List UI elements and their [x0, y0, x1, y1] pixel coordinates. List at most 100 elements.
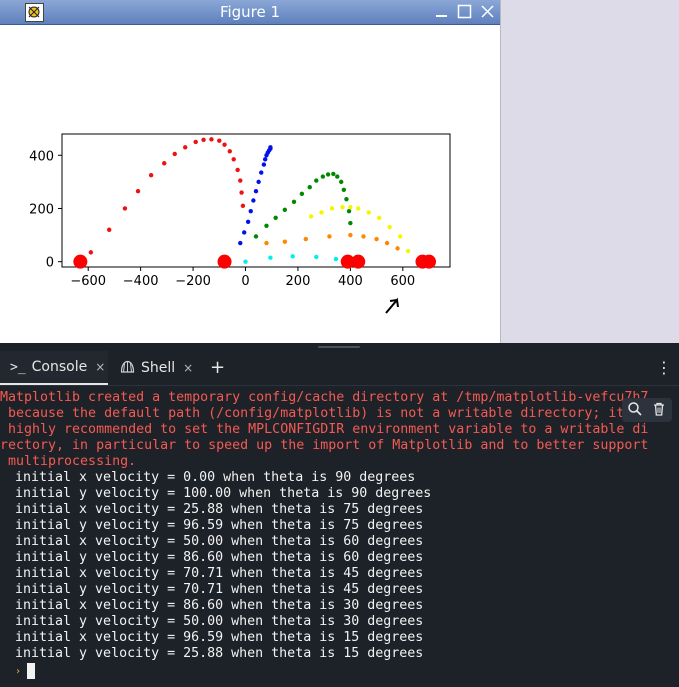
data-point [273, 215, 278, 220]
data-point [253, 188, 259, 194]
tab-shell[interactable]: Shell × [120, 351, 215, 385]
shell-icon [120, 360, 135, 377]
data-point [387, 224, 392, 230]
data-point [291, 199, 297, 205]
panel-splitter[interactable] [0, 343, 679, 351]
data-point [308, 214, 314, 219]
maximize-button[interactable] [456, 3, 473, 20]
data-point [256, 179, 261, 185]
data-point [227, 149, 232, 154]
data-point [340, 204, 345, 210]
console-output-line: initial x velocity = 70.71 when theta is… [15, 566, 424, 581]
console-error-line: because the default path (/config/matplo… [0, 406, 649, 421]
data-point [335, 174, 340, 179]
chart: −600 −400 −200 0 200 400 600 0 200 400 [29, 133, 451, 314]
data-point [201, 137, 206, 143]
terminal-icon: >_ [10, 359, 26, 375]
data-point [193, 139, 198, 145]
console-output-line: initial y velocity = 100.00 when theta i… [15, 486, 432, 501]
data-point [264, 240, 269, 246]
data-point [148, 173, 154, 178]
data-point [251, 198, 256, 203]
console-output-line: initial y velocity = 86.60 when theta is… [15, 550, 424, 565]
add-tab-icon[interactable]: + [210, 357, 226, 378]
impact-marker [340, 254, 355, 269]
data-point [319, 210, 324, 215]
tab-menu-icon[interactable]: ⋮ [656, 358, 672, 377]
app-icon [25, 3, 44, 22]
impact-marker [73, 254, 88, 269]
console-tools [622, 398, 672, 422]
y-tick-label: 400 [29, 149, 54, 164]
data-point [348, 220, 353, 226]
console-prompt[interactable]: › [15, 663, 36, 679]
close-console-tab-icon[interactable]: × [95, 360, 106, 374]
data-point [259, 170, 264, 175]
console-output-line: initial y velocity = 70.71 when theta is… [15, 582, 424, 597]
data-point [172, 151, 177, 157]
x-tick-label: −600 [70, 274, 106, 289]
console-output-line: initial y velocity = 25.88 when theta is… [15, 646, 424, 661]
console-error-line: multiprocessing. [0, 454, 137, 469]
data-point [314, 178, 319, 183]
data-point [395, 246, 400, 251]
console-panel[interactable]: Matplotlib created a temporary config/ca… [0, 386, 679, 687]
minimize-button[interactable] [433, 3, 450, 20]
data-point [240, 203, 246, 209]
impact-marker [217, 254, 232, 269]
y-tick-label: 200 [29, 202, 54, 217]
close-shell-tab-icon[interactable]: × [183, 361, 194, 375]
data-point [348, 204, 353, 210]
data-point [88, 250, 94, 255]
console-output-line: initial x velocity = 86.60 when theta is… [15, 598, 424, 613]
figure-title: Figure 1 [219, 3, 281, 21]
x-tick-label: 400 [338, 274, 363, 289]
console-error-line: rectory, in particular to speed up the i… [0, 438, 649, 453]
console-output: Matplotlib created a temporary config/ca… [0, 390, 679, 662]
figure-window: Figure 1 −600 −400 −200 0 200 400 600 0 200 400 [0, 0, 500, 343]
x-tick-label: −400 [123, 274, 159, 289]
side-panel [500, 0, 679, 343]
splitter-grip[interactable] [318, 346, 360, 348]
data-point [341, 187, 347, 193]
data-point [331, 171, 336, 177]
data-point [299, 191, 305, 197]
data-point [235, 167, 240, 173]
figure-titlebar[interactable]: Figure 1 [0, 0, 500, 25]
data-point [261, 162, 267, 167]
data-point [106, 227, 112, 232]
data-point [314, 254, 319, 260]
tab-console-label: Console [31, 359, 88, 375]
data-point [264, 223, 269, 228]
search-icon[interactable] [627, 401, 643, 421]
plot-area [61, 133, 451, 268]
data-point [183, 145, 188, 150]
data-point [282, 207, 288, 213]
tab-bar: >_ Console × Shell × + ⋮ [0, 351, 679, 386]
x-tick-label: 600 [390, 274, 415, 289]
data-point [397, 234, 403, 239]
data-point [303, 236, 309, 242]
data-point [307, 185, 312, 190]
x-tick-label: −200 [175, 274, 211, 289]
data-point [339, 179, 344, 185]
data-point [248, 208, 253, 214]
data-point [243, 259, 248, 264]
data-point [135, 188, 141, 194]
mouse-pointer-icon [385, 297, 399, 314]
x-tick-label: 0 [241, 274, 249, 289]
data-point [245, 219, 251, 224]
data-point [374, 236, 379, 242]
tab-console[interactable]: >_ Console × [0, 351, 108, 385]
prompt-icon: › [15, 665, 22, 677]
impact-marker [422, 254, 437, 269]
close-button[interactable] [479, 3, 496, 20]
console-output-line: initial x velocity = 96.59 when theta is… [15, 630, 424, 645]
trash-icon[interactable] [651, 401, 667, 421]
y-tick-label: 0 [46, 256, 54, 271]
data-point [242, 230, 247, 235]
data-point [162, 161, 167, 166]
x-tick-label: 200 [286, 274, 311, 289]
data-point [253, 234, 259, 239]
data-point [348, 232, 353, 238]
